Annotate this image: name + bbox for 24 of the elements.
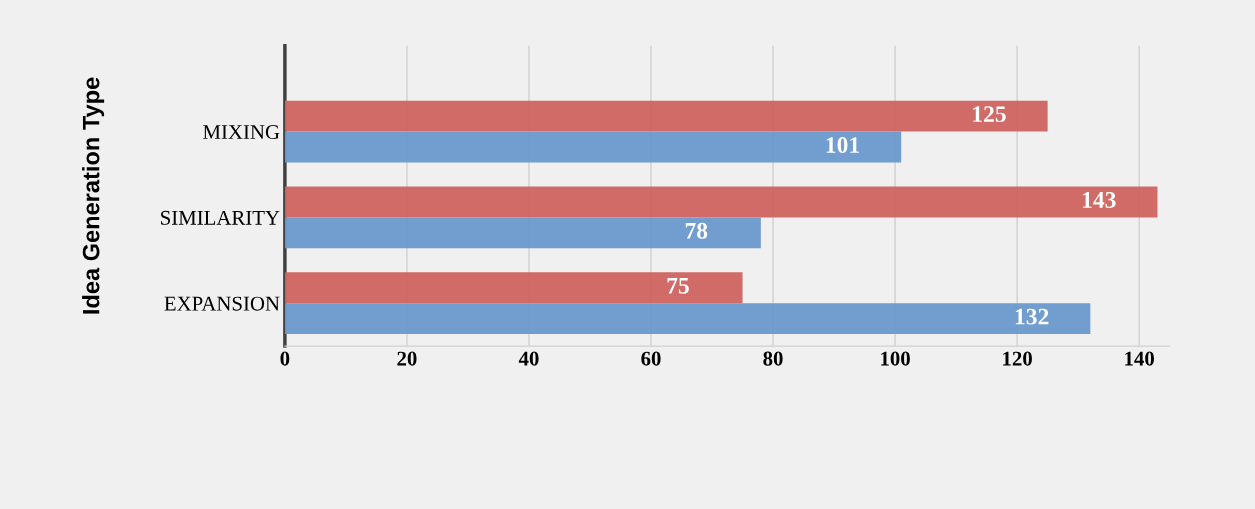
bar xyxy=(284,272,743,304)
x-tick-label: 40 xyxy=(518,351,539,366)
bar xyxy=(284,131,902,163)
x-tick-label: 120 xyxy=(1003,351,1032,366)
bar xyxy=(284,100,1048,132)
y-tick-label: SIMILARITY xyxy=(161,210,280,225)
data-label: 101 xyxy=(826,137,859,153)
x-tick-label: 140 xyxy=(1125,351,1154,366)
x-tick-label: 0 xyxy=(280,351,290,366)
x-tick-label: 80 xyxy=(763,351,783,366)
y-tick-label: EXPANSION xyxy=(164,296,280,311)
bar xyxy=(284,303,1091,335)
data-label: 143 xyxy=(1082,192,1116,208)
bar xyxy=(284,217,761,249)
data-label: 78 xyxy=(685,222,708,239)
y-axis-title: Idea Generation Type xyxy=(82,77,105,314)
x-tick-label: 100 xyxy=(881,351,910,366)
bar xyxy=(284,186,1158,218)
x-tick-label: 20 xyxy=(397,351,417,366)
data-label: 75 xyxy=(667,277,689,294)
data-label: 125 xyxy=(973,106,1006,123)
y-tick-label: MIXING xyxy=(203,125,280,140)
data-label: 132 xyxy=(1015,308,1049,325)
x-tick-label: 60 xyxy=(641,351,661,366)
